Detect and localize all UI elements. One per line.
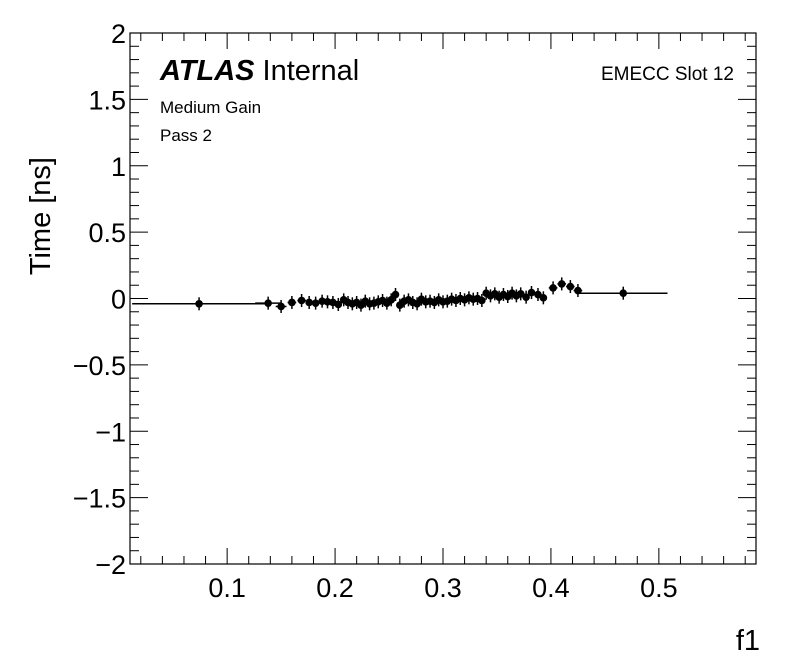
marker [549, 284, 557, 292]
y-tick-labels: −2 −1.5 −1 −0.5 0 0.5 1 1.5 2 [73, 19, 126, 580]
atlas-label: ATLAS [159, 55, 255, 87]
data-point [311, 296, 320, 310]
y-tick-label: −1.5 [73, 484, 126, 514]
data-point [573, 284, 583, 298]
y-tick-label: 0.5 [88, 218, 126, 248]
x-tick-label: 0.1 [208, 573, 246, 603]
y-tick-label: 0 [111, 285, 126, 315]
marker [277, 302, 285, 311]
marker [334, 300, 343, 309]
marker [574, 286, 582, 295]
marker [619, 289, 628, 297]
data-point [297, 293, 306, 307]
y-axis-label: Time [ns] [25, 157, 57, 275]
experiment-label: ATLAS Internal [159, 55, 359, 87]
gain-label: Medium Gain [160, 98, 261, 117]
data-point [527, 286, 536, 300]
data-point [287, 295, 297, 309]
x-tick-label: 0.2 [316, 573, 354, 603]
data-point [387, 293, 395, 307]
data-point [539, 291, 548, 305]
data-point [548, 281, 558, 295]
marker [522, 293, 530, 301]
marker [288, 298, 296, 307]
y-tick-label: −0.5 [73, 351, 126, 381]
data-point [391, 288, 400, 302]
y-tick-label: −1 [95, 417, 126, 447]
plot-frame [129, 32, 757, 565]
marker [527, 288, 536, 297]
marker [566, 282, 575, 291]
marker [264, 299, 272, 307]
marker [391, 290, 400, 299]
marker [311, 299, 320, 307]
data-point [255, 296, 282, 310]
marker [297, 296, 306, 305]
slot-label: EMECC Slot 12 [601, 64, 734, 85]
internal-label: Internal [263, 55, 360, 87]
data-point [305, 295, 313, 309]
y-tick-label: 2 [111, 19, 126, 49]
pass-label: Pass 2 [160, 126, 212, 145]
data-point [491, 287, 499, 301]
x-tick-labels: 0.1 0.2 0.3 0.4 0.5 [208, 573, 677, 603]
y-tick-label: −2 [95, 550, 126, 580]
marker [387, 296, 395, 304]
x-tick-label: 0.3 [424, 573, 462, 603]
marker [539, 294, 548, 302]
marker [305, 298, 313, 307]
marker [195, 300, 203, 308]
data-point [566, 280, 575, 294]
x-tick-label: 0.5 [640, 573, 678, 603]
data-point [478, 293, 486, 307]
data-point [132, 297, 266, 311]
marker [478, 296, 486, 305]
marker [557, 280, 566, 288]
data-point [334, 297, 343, 311]
data-point [557, 277, 567, 291]
y-tick-label: 1.5 [88, 85, 126, 115]
data-point [578, 286, 668, 300]
x-axis-label: f1 [736, 625, 760, 657]
y-tick-label: 1 [111, 152, 126, 182]
x-tick-label: 0.4 [532, 573, 570, 603]
data-point [522, 290, 530, 304]
data-points [132, 277, 668, 313]
data-point [275, 299, 287, 313]
